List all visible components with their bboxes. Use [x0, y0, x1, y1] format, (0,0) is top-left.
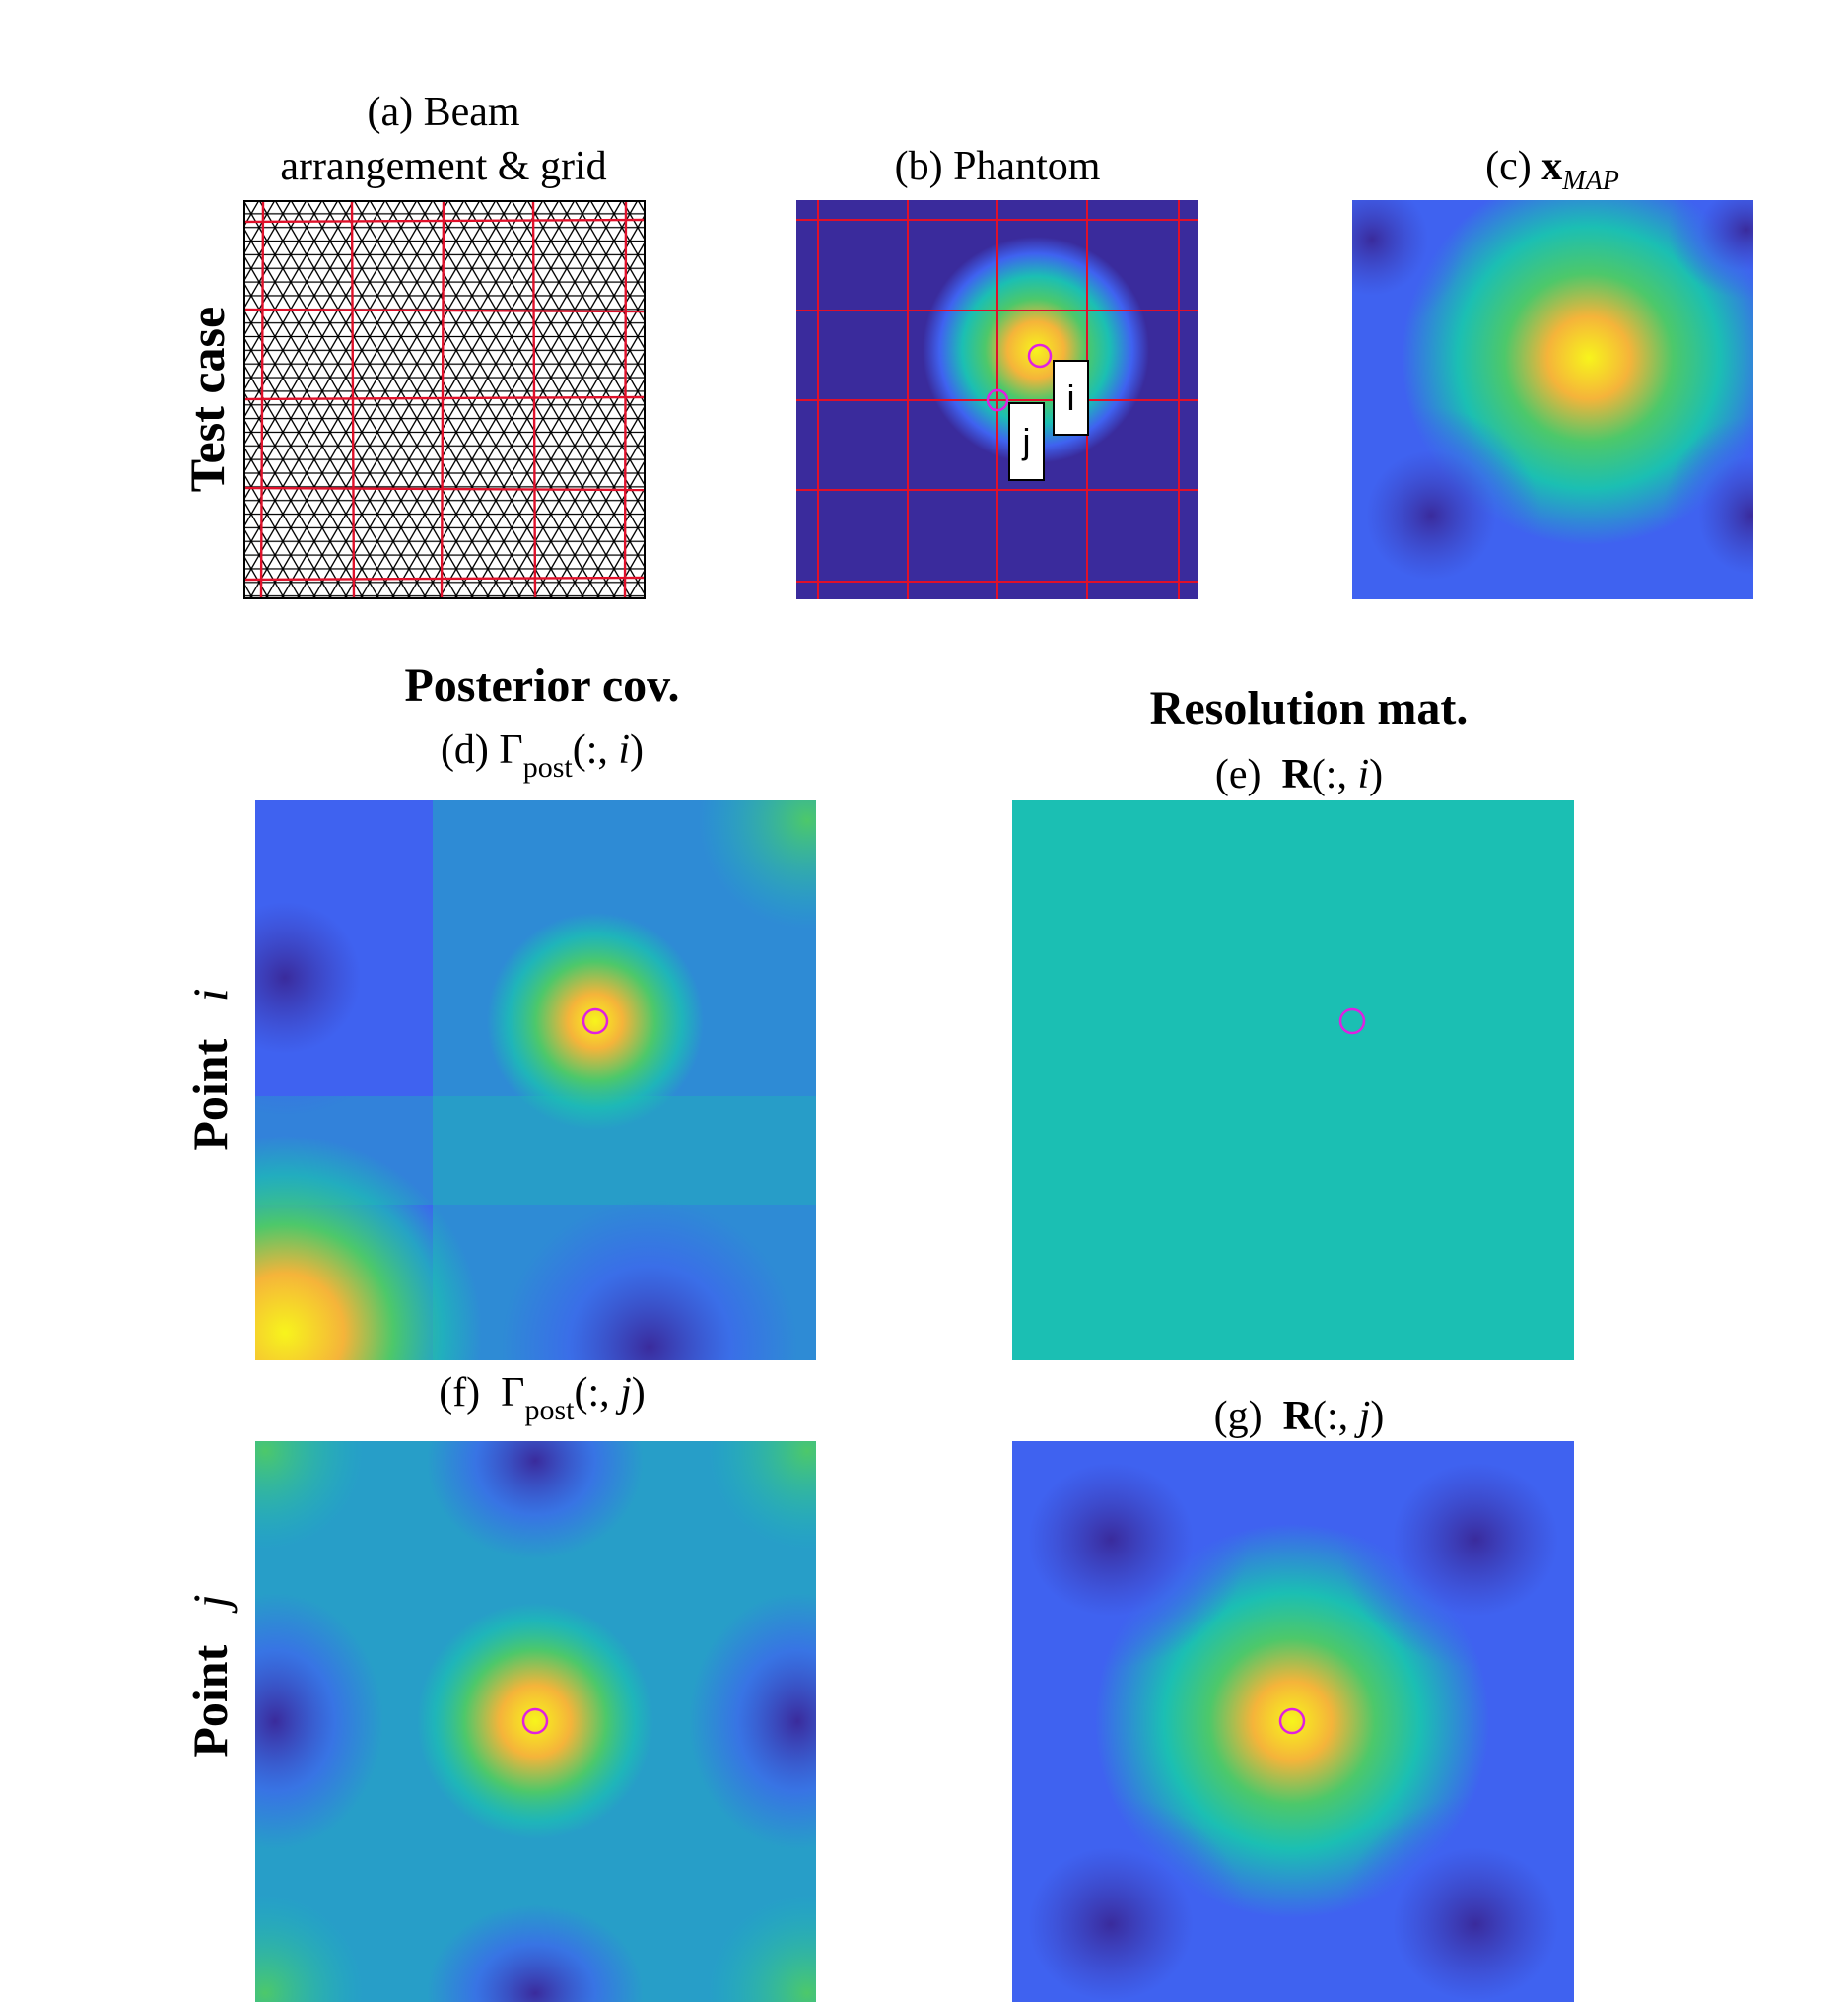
- panel-g-symbol: R: [1282, 1394, 1313, 1439]
- row-label-point-i-text: Point: [182, 1038, 238, 1151]
- resolution-i-svg: [1012, 800, 1574, 1360]
- panel-f-args-close: ): [631, 1370, 646, 1415]
- row-label-point-j-var: j: [182, 1594, 238, 1609]
- row-label-point-i-var: i: [182, 988, 238, 1002]
- header-posterior: Posterior cov.: [404, 659, 680, 712]
- marker-j: [986, 388, 1009, 412]
- mesh-svg: [243, 200, 646, 599]
- panel-g-resolution-j: [1012, 1441, 1574, 2002]
- panel-g-args-close: ): [1370, 1394, 1385, 1439]
- panel-c-title: (c) xMAP: [1485, 144, 1619, 195]
- xmap-svg: [1352, 200, 1753, 599]
- panel-d-args-open: (:,: [572, 727, 619, 773]
- panel-c-xmap: [1352, 200, 1753, 599]
- label-i: i: [1066, 377, 1075, 418]
- panel-g-prefix: (g): [1213, 1394, 1263, 1439]
- panel-e-resolution-i: [1012, 800, 1574, 1360]
- panel-d-prefix: (d): [440, 727, 489, 773]
- panel-a-title-line1: (a) Beam: [367, 90, 520, 135]
- phantom-svg: [796, 200, 1198, 599]
- marker-e-i: [1338, 1007, 1366, 1035]
- panel-d-posterior-i: [255, 800, 816, 1360]
- panel-e-prefix: (e): [1214, 752, 1262, 797]
- panel-f-title: (f) Γpost(:, j): [439, 1370, 646, 1425]
- marker-d-i: [582, 1007, 609, 1035]
- panel-a-beam-grid: [243, 200, 646, 599]
- panel-d-sub: post: [522, 751, 573, 784]
- panel-f-sub: post: [524, 1394, 575, 1426]
- panel-f-var: j: [620, 1370, 632, 1415]
- panel-d-var: i: [618, 727, 631, 773]
- panel-b-phantom: i j: [796, 200, 1198, 599]
- posterior-i-svg: [255, 800, 816, 1360]
- panel-b-title: (b) Phantom: [894, 144, 1101, 189]
- panel-a-title-line2: arrangement & grid: [280, 144, 607, 189]
- marker-i: [1027, 343, 1053, 369]
- label-j: j: [1022, 421, 1031, 461]
- header-resolution: Resolution mat.: [1149, 682, 1469, 734]
- panel-g-args-open: (:,: [1313, 1394, 1359, 1439]
- panel-e-symbol: R: [1281, 752, 1312, 797]
- panel-f-symbol: Γ: [501, 1370, 525, 1415]
- panel-d-symbol: Γ: [499, 727, 523, 773]
- label-box-j: [1008, 402, 1045, 481]
- marker-g-j: [1278, 1707, 1306, 1735]
- label-box-i: [1053, 360, 1089, 436]
- panel-c-symbol: x: [1541, 144, 1563, 189]
- panel-d-title: (d) Γpost(:, i): [440, 727, 645, 783]
- panel-e-args-close: ): [1369, 752, 1384, 797]
- row-label-point-j-text: Point: [182, 1644, 238, 1758]
- panel-f-posterior-j: [255, 1441, 816, 2002]
- panel-e-title: (e) R(:, i): [1215, 754, 1383, 795]
- posterior-j-svg: [255, 1441, 816, 2002]
- panel-d-args-close: ): [630, 727, 645, 773]
- panel-g-var: j: [1358, 1394, 1371, 1439]
- panel-f-args-open: (:,: [574, 1370, 621, 1415]
- row-label-point-j: Point j: [182, 1594, 238, 1758]
- panel-f-prefix: (f): [439, 1370, 481, 1415]
- panel-g-title: (g) R(:, j): [1214, 1396, 1385, 1437]
- panel-c-sub: MAP: [1562, 166, 1619, 196]
- row-label-test-case: Test case: [179, 306, 235, 493]
- row-label-point-i: Point i: [182, 988, 238, 1151]
- resolution-j-svg: [1012, 1441, 1574, 2002]
- panel-e-args-open: (:,: [1311, 752, 1358, 797]
- panel-e-var: i: [1357, 752, 1370, 797]
- panel-c-prefix: (c): [1485, 144, 1532, 189]
- marker-f-j: [521, 1707, 549, 1735]
